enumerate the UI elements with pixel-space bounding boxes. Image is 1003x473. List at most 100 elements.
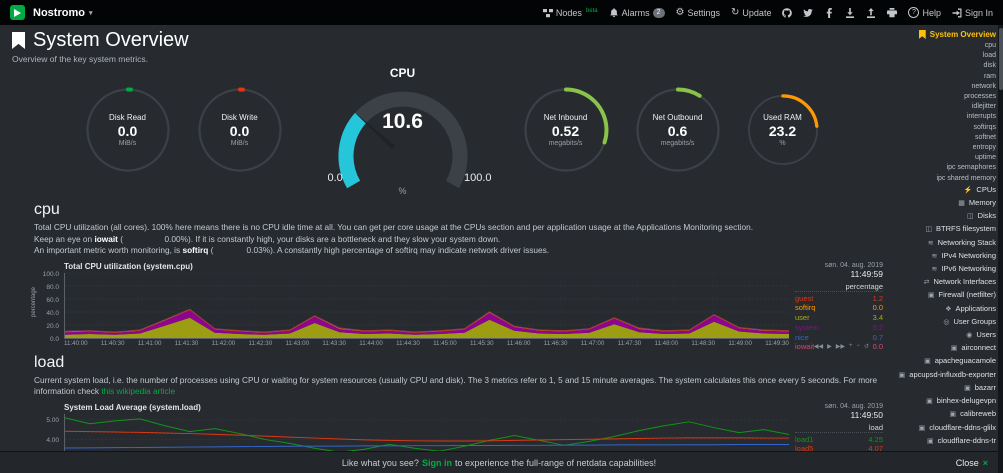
gauge-used-ram[interactable]: Used RAM 23.2 % bbox=[746, 93, 820, 167]
gauge-disk-read[interactable]: Disk Read 0.0 MiB/s bbox=[84, 86, 172, 174]
sidebar-item-bazarr[interactable]: ▣ bazarr bbox=[896, 382, 996, 395]
cpu-chart[interactable]: Total CPU utilization (system.cpu) 100.0… bbox=[31, 261, 883, 351]
sidebar-item-networking-stack[interactable]: ≋ Networking Stack bbox=[896, 237, 996, 250]
chart-toolbar-icon-2[interactable]: ▶▶ bbox=[835, 343, 845, 350]
chart-date: søn. 04. aug. 2019 bbox=[824, 402, 883, 410]
sidebar-item-disks[interactable]: ◫ Disks bbox=[896, 210, 996, 223]
close-banner-button[interactable]: Close × bbox=[955, 457, 988, 468]
legend-item-user[interactable]: user 3.4 bbox=[795, 313, 883, 323]
legend-item-load1[interactable]: load1 4.25 bbox=[795, 434, 883, 444]
sidebar-item-system-overview[interactable]: System Overview bbox=[896, 28, 996, 41]
legend-item-system[interactable]: system 5.2 bbox=[795, 322, 883, 332]
gauge-net-outbound[interactable]: Net Outbound 0.6 megabits/s bbox=[634, 86, 722, 174]
cpus-icon: ⚡ bbox=[963, 186, 973, 194]
load-section-heading: load bbox=[34, 353, 65, 371]
upload-button[interactable] bbox=[866, 7, 876, 18]
chart-toolbar-icon-0[interactable]: ◀◀ bbox=[813, 343, 824, 350]
chart-toolbar-icon-1[interactable]: ▶ bbox=[827, 343, 832, 350]
twitter-button[interactable] bbox=[803, 8, 814, 18]
download-button[interactable] bbox=[845, 7, 855, 18]
legend-item-softirq[interactable]: softirq 0.0 bbox=[795, 303, 883, 313]
facebook-icon bbox=[827, 7, 833, 18]
sidebar-item-user-groups[interactable]: ◎ User Groups bbox=[896, 316, 996, 329]
cpu-chart-plot[interactable]: 100.0 80.0 60.0 40.0 20.0 0.0 percentage bbox=[31, 271, 789, 343]
sidebar-item-users[interactable]: ◉ Users bbox=[896, 329, 996, 342]
sidebar-subitem-interrupts[interactable]: interrupts bbox=[966, 113, 996, 121]
sidebar-subitem-ram[interactable]: ram bbox=[983, 72, 996, 80]
sidebar-menu: System Overview cpu load disk ram network pro… bbox=[896, 28, 996, 473]
bazarr-icon: ▣ bbox=[964, 384, 971, 392]
sidebar-subitem-processes[interactable]: processes bbox=[964, 93, 996, 101]
gauge-label: Disk Write bbox=[221, 113, 258, 122]
sidebar-subitem-ipc-semaphores[interactable]: ipc semaphores bbox=[946, 164, 996, 172]
chart-toolbar-icon-4[interactable]: − bbox=[856, 342, 860, 349]
caret-down-icon: ▾ bbox=[88, 9, 93, 17]
gauge-ring bbox=[197, 87, 282, 173]
gauge-unit: % bbox=[779, 140, 786, 147]
sidebar-item-cloudflare-ddns-glilx[interactable]: ▣ cloudflare-ddns-glilx bbox=[896, 422, 996, 435]
sidebar-item-airconnect[interactable]: ▣ airconnect bbox=[896, 342, 996, 355]
chart-toolbar-icon-5[interactable]: ↺ bbox=[863, 343, 869, 350]
sidebar-subitem-softnet[interactable]: softnet bbox=[974, 133, 996, 141]
load-chart-title: System Load Average (system.load) bbox=[64, 402, 201, 412]
settings-button[interactable]: ⚙ Settings bbox=[675, 6, 721, 18]
sidebar-item-ipv4-networking[interactable]: ≋ IPv4 Networking bbox=[896, 250, 996, 263]
gauge-net-inbound[interactable]: Net Inbound 0.52 megabits/s bbox=[522, 86, 610, 174]
legend-item-guest[interactable]: guest 1.2 bbox=[795, 293, 883, 303]
gauge-disk-write[interactable]: Disk Write 0.0 MiB/s bbox=[196, 86, 284, 174]
networking-stack-icon: ≋ bbox=[927, 239, 934, 247]
chart-date: søn. 04. aug. 2019 bbox=[824, 261, 883, 269]
sidebar-subitem-uptime[interactable]: uptime bbox=[974, 154, 996, 162]
sidebar-item-cloudflare-ddns-tr[interactable]: ▣ cloudflare-ddns-tr bbox=[896, 435, 996, 448]
sidebar-item-memory[interactable]: ▦ Memory bbox=[896, 197, 996, 210]
sidebar-subitem-network[interactable]: network bbox=[971, 82, 996, 90]
sidebar-subitem-ipc-shared-memory[interactable]: ipc shared memory bbox=[936, 174, 996, 182]
wikipedia-link[interactable]: this wikipedia article bbox=[101, 386, 176, 396]
sidebar-subitem-cpu[interactable]: cpu bbox=[984, 42, 996, 49]
scrollbar-thumb[interactable] bbox=[998, 28, 1003, 90]
hostname-dropdown[interactable]: Nostromo ▾ bbox=[33, 7, 92, 19]
load-chart-canvas bbox=[65, 413, 789, 459]
sidebar-item-btrfs-filesystem[interactable]: ◫ BTRFS filesystem bbox=[896, 223, 996, 236]
sidebar-item-firewall-netfilter-[interactable]: ▣ Firewall (netfilter) bbox=[896, 289, 996, 302]
sidebar-subitem-idlejitter[interactable]: idlejitter bbox=[971, 103, 996, 111]
chart-toolbar-icon-3[interactable]: + bbox=[848, 342, 853, 349]
netdata-logo[interactable] bbox=[10, 5, 25, 20]
cpu-chart-toolbar: ◀◀ ▶ ▶▶ + − ↺ bbox=[814, 343, 869, 350]
alarms-button[interactable]: Alarms 2 bbox=[609, 7, 665, 18]
btrfs-filesystem-icon: ◫ bbox=[925, 226, 932, 234]
legend-item-nice[interactable]: nice 0.7 bbox=[795, 332, 883, 342]
sidebar-sections: ⚡ CPUs ▦ Memory ◫ Disks ◫ BTRFS filesystem ≋ Netw… bbox=[896, 184, 996, 448]
page-title: System Overview bbox=[12, 29, 891, 52]
legend-item-iowait[interactable]: iowait 0.0 bbox=[795, 342, 883, 352]
facebook-button[interactable] bbox=[824, 7, 834, 18]
sidebar-subitem-disk[interactable]: disk bbox=[983, 62, 996, 70]
page-scrollbar[interactable] bbox=[998, 25, 1003, 473]
update-button[interactable]: ↻ Update bbox=[731, 6, 772, 18]
sidebar-item-apcupsd-influxdb-exporter[interactable]: ▣ apcupsd-influxdb-exporter bbox=[896, 369, 996, 382]
sidebar-item-applications[interactable]: ❖ Applications bbox=[896, 303, 996, 316]
github-button[interactable] bbox=[782, 7, 793, 18]
firewall-netfilter--icon: ▣ bbox=[927, 292, 935, 300]
cpu-section: cpu Total CPU utilization (all cores). 1… bbox=[12, 201, 891, 351]
gauges-row: Disk Read 0.0 MiB/s Disk Write 0.0 MiB/s… bbox=[12, 66, 891, 196]
sidebar-item-cpus[interactable]: ⚡ CPUs bbox=[896, 184, 996, 197]
sidebar-item-calibreweb[interactable]: ▣ calibreweb bbox=[896, 408, 996, 421]
sidebar-item-network-interfaces[interactable]: ⇄ Network Interfaces bbox=[896, 276, 996, 289]
legend-item-load5[interactable]: load5 4.07 bbox=[795, 444, 883, 454]
sidebar-item-apacheguacamole[interactable]: ▣ apacheguacamole bbox=[896, 355, 996, 368]
sidebar-subitem-load[interactable]: load bbox=[982, 52, 996, 60]
nodes-icon bbox=[542, 8, 553, 17]
load-section-description: Current system load, i.e. the number of … bbox=[34, 374, 878, 397]
gauge-cpu[interactable]: CPU 10.6 0.0 100.0 % bbox=[308, 66, 498, 196]
nodes-button[interactable]: Nodes beta bbox=[542, 8, 598, 18]
sidebar-subitem-entropy[interactable]: entropy bbox=[972, 144, 996, 152]
signin-button[interactable]: Sign In bbox=[952, 8, 993, 18]
gauge-value: 0.0 bbox=[229, 123, 250, 139]
signin-link[interactable]: Sign in bbox=[421, 457, 452, 468]
help-button[interactable]: ? Help bbox=[908, 7, 941, 18]
sidebar-item-ipv6-networking[interactable]: ≋ IPv6 Networking bbox=[896, 263, 996, 276]
sidebar-item-binhex-delugevpn[interactable]: ▣ binhex-delugevpn bbox=[896, 395, 996, 408]
sidebar-subitem-softirqs[interactable]: softirqs bbox=[973, 123, 996, 131]
print-button[interactable] bbox=[887, 7, 898, 18]
